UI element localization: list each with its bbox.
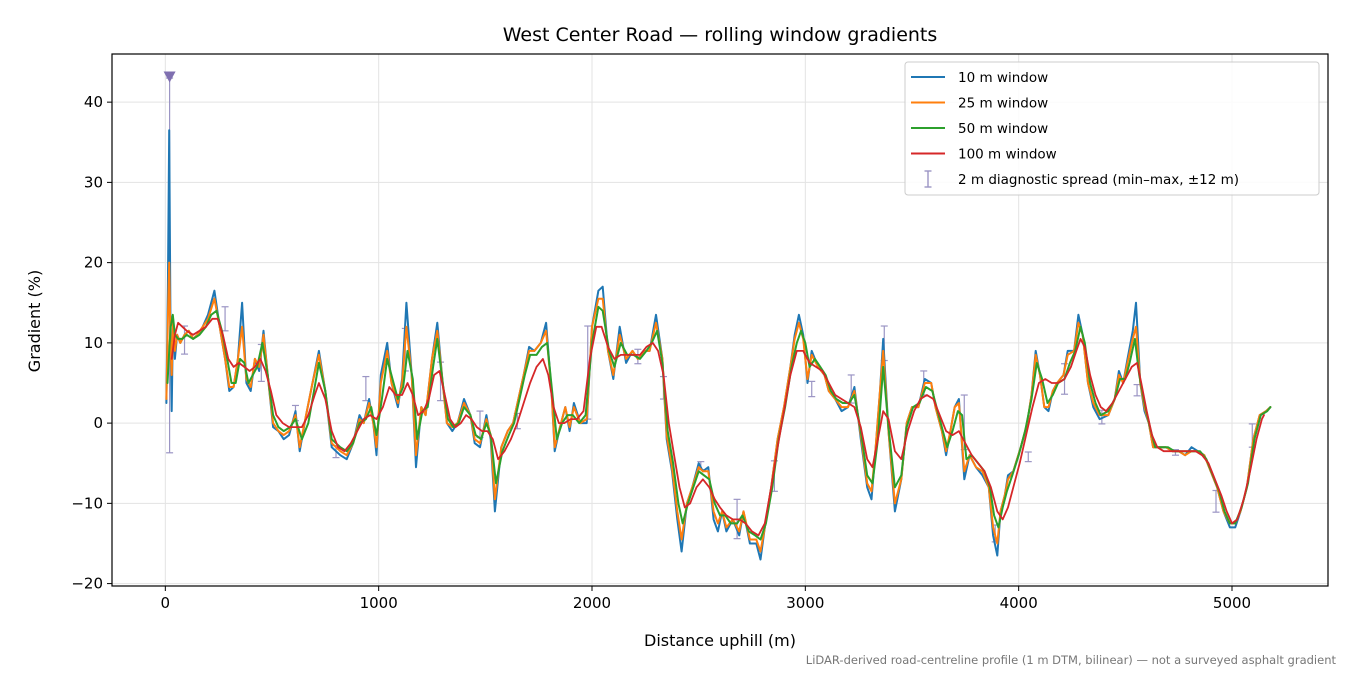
x-axis-label: Distance uphill (m) bbox=[644, 631, 796, 650]
footnote: LiDAR-derived road-centreline profile (1… bbox=[806, 653, 1337, 667]
max-marker-triangle bbox=[163, 71, 176, 83]
x-tick-label: 4000 bbox=[1000, 594, 1038, 612]
legend-label: 100 m window bbox=[958, 147, 1057, 163]
y-tick-label: −10 bbox=[71, 494, 103, 512]
diagnostic-errorbar bbox=[808, 380, 816, 398]
chart-title: West Center Road — rolling window gradie… bbox=[503, 24, 938, 46]
legend-box bbox=[904, 61, 1320, 196]
legend-item: 50 m window bbox=[911, 121, 1048, 137]
legend-item: 100 m window bbox=[911, 147, 1057, 163]
diagnostic-errorbar bbox=[1024, 451, 1032, 463]
x-tick-label: 2000 bbox=[573, 594, 611, 612]
y-tick-label: 10 bbox=[84, 334, 103, 352]
diagnostic-errorbar bbox=[362, 375, 370, 402]
diagnostic-errorbar bbox=[221, 306, 229, 332]
y-tick-label: 30 bbox=[84, 173, 103, 191]
legend-item: 10 m window bbox=[911, 70, 1048, 86]
x-tick-label: 3000 bbox=[786, 594, 824, 612]
x-tick-label: 0 bbox=[161, 594, 171, 612]
series-line-25m bbox=[165, 261, 1272, 553]
legend-label: 25 m window bbox=[958, 96, 1048, 112]
legend-label: 10 m window bbox=[958, 70, 1048, 86]
legend-item: 25 m window bbox=[911, 96, 1048, 112]
y-tick-label: −20 bbox=[71, 575, 103, 593]
x-axis-ticks: 0 1000 2000 3000 4000 5000 bbox=[161, 586, 1251, 612]
series-lines bbox=[165, 129, 1272, 561]
legend-label: 50 m window bbox=[958, 121, 1048, 137]
plot-frame bbox=[111, 53, 1329, 587]
diagnostic-errorbar bbox=[1133, 383, 1141, 397]
legend-label: 2 m diagnostic spread (min–max, ±12 m) bbox=[958, 172, 1239, 188]
y-axis-label: Gradient (%) bbox=[25, 270, 44, 372]
y-axis-ticks: −20 −10 0 10 20 30 40 bbox=[71, 93, 112, 593]
x-tick-label: 1000 bbox=[360, 594, 398, 612]
legend-item: 2 m diagnostic spread (min–max, ±12 m) bbox=[924, 170, 1239, 188]
series-line-100m bbox=[170, 317, 1265, 537]
y-tick-label: 20 bbox=[84, 254, 103, 272]
x-tick-label: 5000 bbox=[1213, 594, 1251, 612]
y-tick-label: 40 bbox=[84, 93, 103, 111]
y-tick-label: 0 bbox=[93, 414, 103, 432]
legend: 10 m window 25 m window 50 m window 100 m w… bbox=[904, 61, 1320, 196]
